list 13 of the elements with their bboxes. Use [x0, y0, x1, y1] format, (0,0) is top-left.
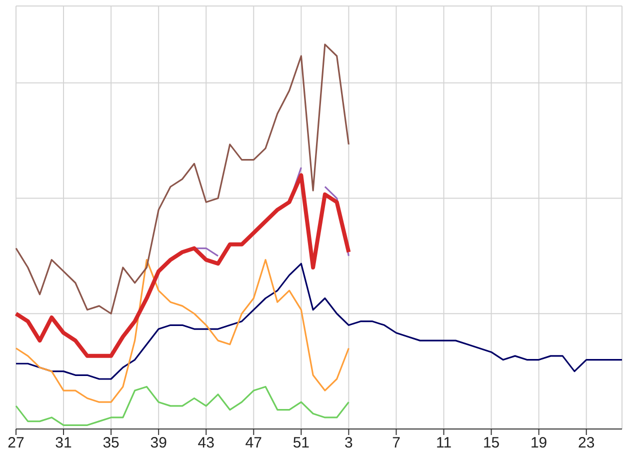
x-tick-label: 27 — [8, 434, 24, 452]
x-tick-label: 23 — [578, 434, 595, 452]
x-tick-label: 31 — [55, 434, 72, 452]
x-tick-label: 3 — [344, 434, 353, 452]
x-tick-label: 51 — [292, 434, 310, 452]
x-tick-label: 15 — [482, 434, 500, 452]
x-tick-label: 7 — [392, 434, 400, 452]
x-tick-label: 43 — [198, 434, 214, 452]
x-tick-label: 39 — [150, 434, 167, 452]
x-tick-label: 19 — [530, 434, 548, 452]
x-tick-label: 11 — [436, 434, 452, 452]
x-tick-label: 47 — [245, 434, 262, 452]
x-tick-label: 35 — [102, 434, 120, 452]
